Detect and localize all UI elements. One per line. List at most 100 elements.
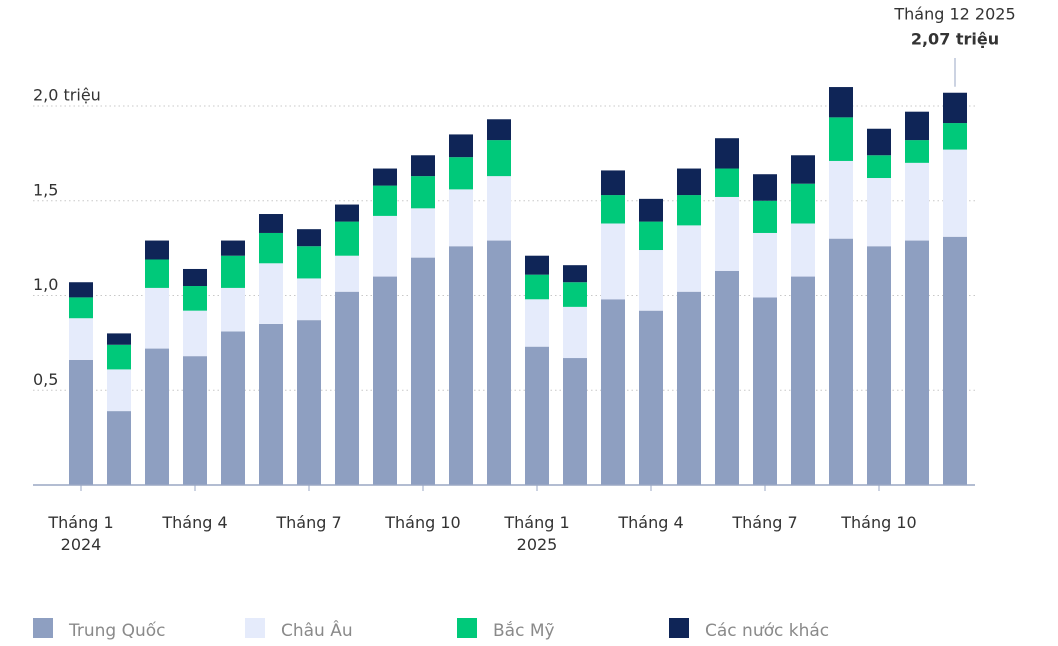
x-tick-label: Tháng 1 2025: [503, 513, 569, 554]
x-tick-label: Tháng 7: [275, 513, 341, 532]
x-tick-line: Tháng 4: [161, 513, 227, 532]
bar-segment: [791, 183, 815, 224]
bar-segment: [829, 160, 853, 239]
bar-segment: [639, 250, 663, 311]
legend-label: Châu Âu: [281, 619, 353, 641]
bar-segment: [107, 411, 131, 485]
bar-segment: [867, 128, 891, 156]
bar-segment: [487, 240, 511, 485]
bar-segment: [677, 168, 701, 196]
bar-segment: [563, 282, 587, 307]
x-tick-line: 2024: [61, 535, 102, 554]
bar-segment: [867, 155, 891, 179]
bar-segment: [905, 140, 929, 163]
bar-segment: [221, 287, 245, 332]
x-tick-line: 2025: [517, 535, 558, 554]
bar-segment: [373, 168, 397, 186]
bar-segment: [145, 348, 169, 485]
bar-segment: [373, 215, 397, 277]
bar-segment: [601, 195, 625, 224]
bar-segment: [183, 286, 207, 311]
bar-segment: [639, 221, 663, 251]
y-tick-label: 1,5: [33, 180, 58, 199]
annotation-title: Tháng 12 2025: [893, 5, 1015, 24]
y-tick-label: 2,0 triệu: [33, 86, 101, 105]
bar-segment: [221, 331, 245, 485]
x-tick-line: Tháng 1: [503, 513, 569, 532]
bar-segment: [487, 140, 511, 177]
bar-segment: [943, 123, 967, 150]
x-tick-label: Tháng 1 2024: [47, 513, 113, 554]
bar-segment: [715, 168, 739, 197]
bar-segment: [297, 246, 321, 279]
bar-segment: [829, 87, 853, 118]
annotation-label: 2,07 triệu: [911, 30, 999, 49]
bar-segment: [715, 138, 739, 169]
bar-segment: [183, 268, 207, 287]
x-tick-line: Tháng 7: [275, 513, 341, 532]
bar-segment: [829, 238, 853, 485]
bar-segment: [791, 155, 815, 184]
bar-segment: [107, 333, 131, 345]
bar-segment: [297, 229, 321, 247]
bar-segment: [829, 117, 853, 161]
legend-label: Bắc Mỹ: [493, 620, 555, 641]
bar-segment: [753, 200, 777, 233]
bar-segment: [943, 149, 967, 237]
bar-segment: [905, 240, 929, 485]
bar-segment: [69, 282, 93, 298]
bar-segment: [259, 263, 283, 324]
legend-swatch: [245, 618, 265, 638]
bar-segment: [449, 134, 473, 158]
bar-segment: [107, 369, 131, 412]
legend-swatch: [457, 618, 477, 638]
bar-segment: [487, 176, 511, 241]
x-tick-line: Tháng 10: [384, 513, 460, 532]
bar-segment: [107, 344, 131, 370]
legend-swatch: [669, 618, 689, 638]
bar-segment: [411, 257, 435, 485]
x-tick-label: Tháng 4: [161, 513, 227, 532]
bar-segment: [69, 359, 93, 485]
legend-label: Trung Quốc: [68, 620, 166, 641]
bar-segment: [753, 232, 777, 298]
bar-segment: [297, 320, 321, 485]
bar-segment: [221, 255, 245, 288]
bar-segment: [601, 299, 625, 485]
bar-segment: [867, 178, 891, 247]
bar-segment: [335, 204, 359, 222]
bar-segment: [563, 265, 587, 283]
bar-segment: [335, 291, 359, 485]
bar-segment: [69, 297, 93, 319]
bar-segment: [411, 176, 435, 209]
bar-segment: [563, 358, 587, 485]
bar-segment: [449, 246, 473, 485]
bar-segment: [221, 240, 245, 256]
legend-swatch: [33, 618, 53, 638]
bar-segment: [525, 346, 549, 485]
x-tick-line: Tháng 1: [47, 513, 113, 532]
bar-segment: [487, 119, 511, 141]
x-tick-label: Tháng 10: [840, 513, 916, 532]
x-tick-label: Tháng 7: [731, 513, 797, 532]
bar-segment: [905, 162, 929, 241]
bar-segment: [753, 297, 777, 485]
bar-segment: [867, 246, 891, 485]
bar-segment: [639, 198, 663, 222]
bar-segment: [411, 208, 435, 258]
bar-segment: [791, 276, 815, 485]
bar-segment: [639, 310, 663, 485]
bar-segment: [601, 223, 625, 300]
legend-label: Các nước khác: [705, 621, 829, 641]
bar-segment: [449, 157, 473, 190]
x-tick-line: Tháng 7: [731, 513, 797, 532]
x-tick-line: Tháng 10: [840, 513, 916, 532]
bar-segment: [373, 276, 397, 485]
x-tick-label: Tháng 4: [617, 513, 683, 532]
bar-segment: [677, 291, 701, 485]
bar-segment: [563, 306, 587, 359]
bar-segment: [943, 92, 967, 124]
bar-segment: [259, 214, 283, 233]
bar-segment: [601, 170, 625, 196]
